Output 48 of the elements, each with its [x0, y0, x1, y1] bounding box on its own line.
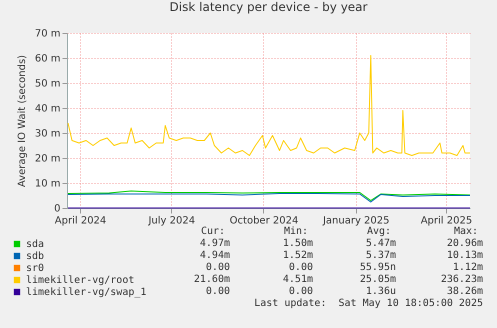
text: 4.94m [200, 250, 230, 261]
x-tick-label: April 2024 [54, 216, 106, 226]
line-series [68, 190, 470, 201]
text: 1.12m [452, 262, 483, 273]
y-tick-label: 60 m [34, 54, 60, 64]
text: Avg: [367, 226, 392, 237]
text: 0.00 [206, 262, 230, 273]
text: 21.60m [194, 274, 230, 285]
legend-label: limekiller-vg/root [26, 275, 134, 286]
legend-label: sdb [26, 251, 44, 262]
text: 55.95n [360, 262, 396, 273]
text: 0.00 [288, 286, 313, 297]
text: 0.00 [288, 262, 313, 273]
text: 38.26m [446, 286, 483, 297]
text: Max: [454, 226, 478, 237]
text: 1.36u [366, 286, 396, 297]
legend-label: sda [26, 239, 44, 250]
text: Last update: Sat May 10 18:05:00 2025 [254, 298, 483, 309]
text: 1.52m [282, 250, 313, 261]
y-tick-label: 10 m [34, 178, 60, 190]
text: 5.37m [366, 250, 396, 261]
x-tick-label: April 2025 [420, 216, 472, 226]
y-tick-label: 20 m [34, 154, 60, 164]
x-tick-label: January 2025 [322, 216, 390, 226]
text: Min: [284, 226, 308, 237]
line-series [68, 193, 470, 202]
y-tick-label: 30 m [34, 128, 60, 140]
text: 5.47m [366, 238, 396, 249]
y-axis-title: Average IO Wait (seconds) [16, 54, 28, 188]
y-tick-label: 50 m [34, 78, 60, 90]
text: 20.96m [446, 238, 483, 249]
text: 1.50m [282, 238, 313, 249]
x-tick-label: October 2024 [230, 216, 298, 226]
text: 0.00 [206, 286, 230, 297]
text: 236.23m [440, 274, 483, 285]
text: 4.97m [200, 238, 230, 249]
text: Cur: [201, 226, 226, 237]
legend-label: sr0 [26, 263, 44, 274]
line-series [68, 55, 470, 156]
y-tick-label: 0 [54, 204, 60, 214]
legend-label: limekiller-vg/swap_1 [26, 287, 146, 298]
chart-title: Disk latency per device - by year [170, 0, 368, 14]
text: 25.05m [360, 274, 396, 285]
text: 4.51m [282, 274, 313, 285]
x-tick-label: July 2024 [147, 216, 196, 226]
text: 10.13m [446, 250, 483, 261]
y-tick-label: 70 m [34, 28, 60, 40]
y-tick-label: 40 m [34, 104, 60, 114]
